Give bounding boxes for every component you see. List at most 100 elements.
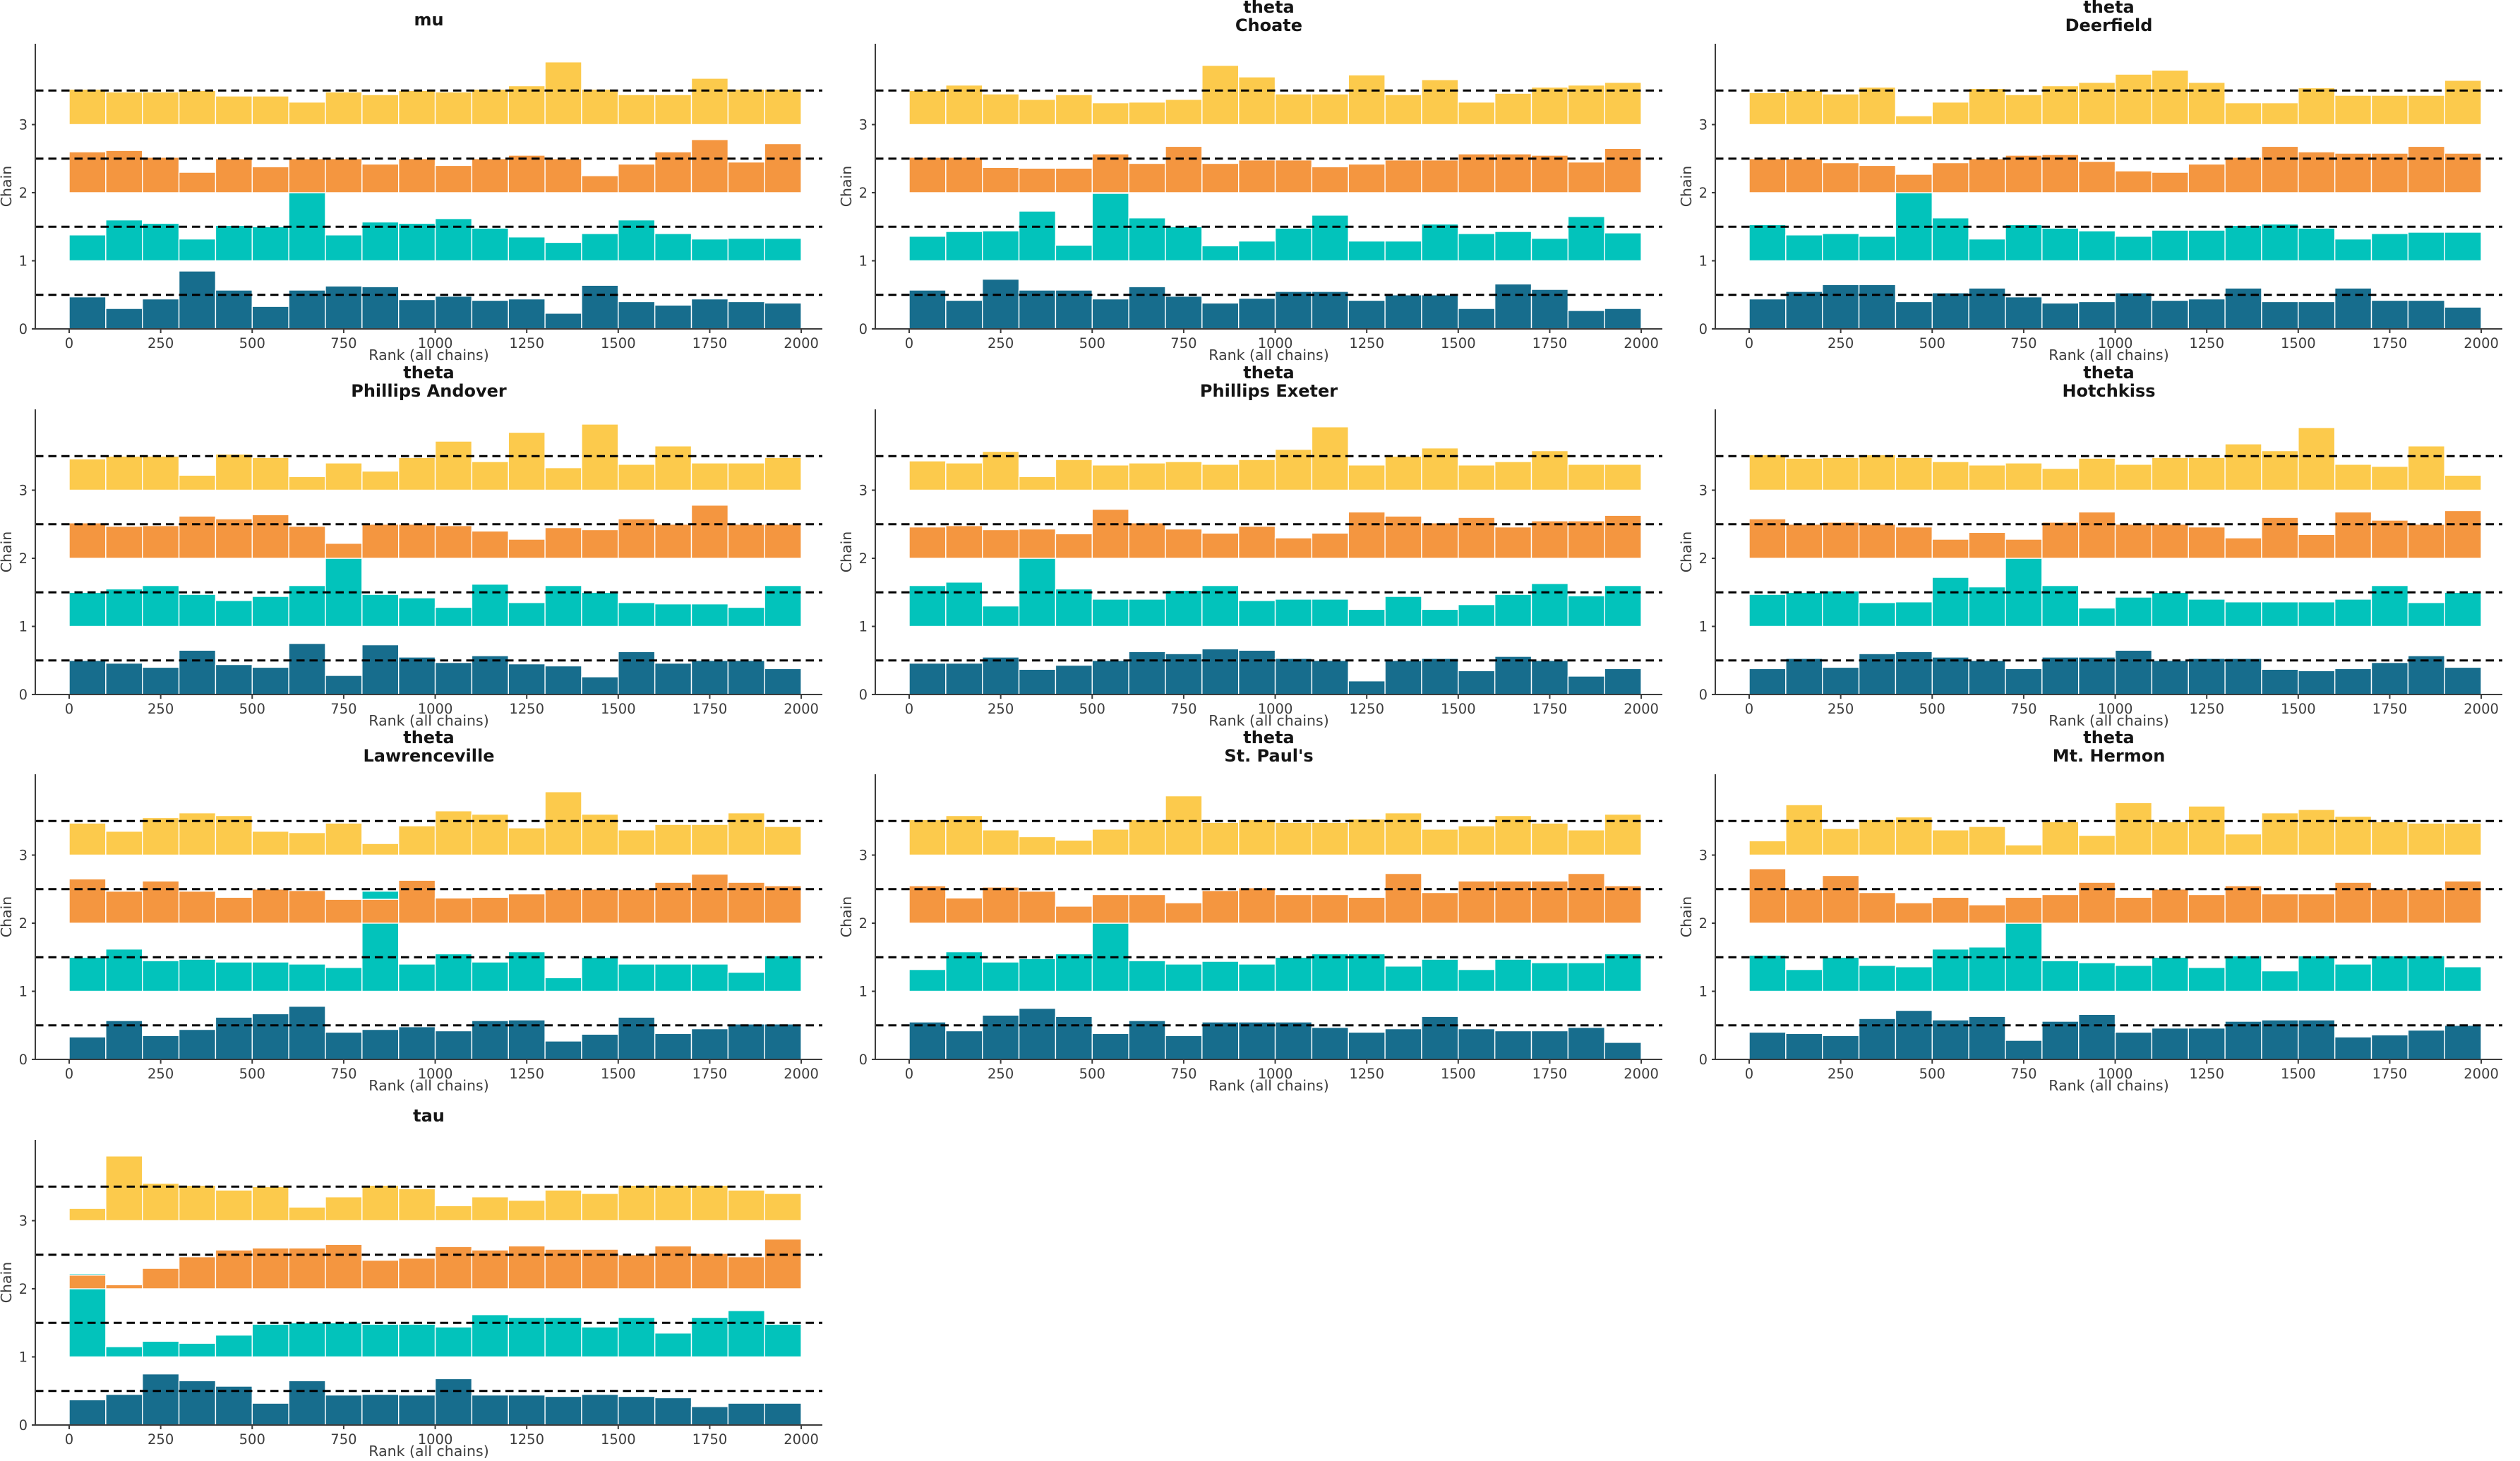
bar — [2005, 296, 2043, 330]
y-tick-label: 3 — [1699, 117, 1708, 133]
bar — [1895, 902, 1933, 924]
bar — [2077, 607, 2116, 627]
bar — [2444, 152, 2482, 193]
bar — [1128, 462, 1166, 491]
bar — [945, 897, 983, 924]
bar — [945, 524, 983, 559]
bar — [288, 192, 326, 262]
bar — [2114, 1031, 2153, 1060]
bar — [2188, 229, 2226, 262]
bar — [508, 1245, 546, 1289]
bar — [1968, 464, 2006, 491]
bar — [397, 523, 436, 559]
bar — [1055, 94, 1093, 126]
bar — [1458, 101, 1496, 126]
bar — [68, 457, 107, 491]
bar — [1567, 84, 1605, 126]
y-tick-label: 2 — [19, 1281, 28, 1297]
bar — [618, 1395, 656, 1426]
bar — [982, 961, 1020, 992]
bar — [2444, 232, 2482, 262]
bar — [1201, 961, 1240, 992]
bar — [1858, 965, 1897, 992]
bars-chain-1 — [908, 648, 1642, 695]
bar — [690, 1184, 729, 1221]
bar — [1128, 894, 1166, 924]
bar — [2188, 598, 2226, 627]
bar — [1311, 598, 1349, 627]
bar — [2224, 601, 2262, 627]
bar — [544, 467, 582, 491]
bar — [1384, 659, 1422, 695]
bar — [2370, 889, 2409, 924]
bar — [1091, 829, 1129, 856]
bar — [251, 306, 289, 330]
panel-title: theta — [2083, 730, 2135, 747]
bar — [2407, 822, 2445, 856]
bar — [361, 1028, 400, 1060]
bars-chain-3 — [68, 504, 802, 559]
bar — [1748, 298, 1787, 330]
bar — [690, 603, 729, 627]
bar — [2444, 80, 2482, 126]
bar — [178, 593, 217, 627]
bar — [654, 1245, 692, 1289]
x-tick-label: 500 — [239, 701, 265, 717]
bars-chain-1 — [68, 642, 802, 695]
bar — [1018, 289, 1057, 330]
bar — [544, 665, 582, 695]
bar — [2151, 591, 2189, 627]
bar — [508, 601, 546, 627]
bar — [68, 1399, 107, 1426]
bar — [2041, 521, 2080, 559]
bar — [1384, 966, 1422, 992]
bar — [1018, 958, 1057, 992]
bar — [1494, 880, 1532, 924]
bar — [544, 61, 582, 126]
bar — [2334, 598, 2372, 627]
bar — [508, 893, 546, 924]
bar — [1421, 447, 1459, 491]
bar — [1567, 675, 1605, 695]
bar — [764, 1402, 802, 1426]
bar — [508, 663, 546, 695]
bar — [1748, 224, 1787, 262]
bar — [654, 963, 692, 992]
bar — [654, 882, 692, 924]
bar — [1567, 463, 1605, 491]
bar — [1567, 161, 1605, 193]
bar — [908, 662, 947, 695]
bar — [1748, 517, 1787, 559]
bar — [544, 889, 582, 924]
bar — [397, 456, 436, 491]
bars-chain-3 — [68, 139, 802, 193]
bar — [215, 517, 253, 559]
bar — [1237, 887, 1276, 924]
bar — [2005, 94, 2043, 126]
bar — [1785, 158, 1823, 193]
bar — [361, 1393, 400, 1426]
bar — [945, 231, 983, 262]
bar — [361, 843, 400, 856]
bar — [471, 530, 509, 559]
bar — [2261, 601, 2299, 627]
bar — [325, 1244, 363, 1289]
bar — [2005, 668, 2043, 695]
bar — [508, 236, 546, 262]
bar — [1165, 460, 1203, 491]
x-tick-label: 250 — [1828, 1066, 1854, 1082]
bar — [654, 304, 692, 330]
bar — [1785, 457, 1823, 491]
bar — [288, 158, 326, 193]
bar — [215, 1016, 253, 1060]
bar — [2370, 299, 2409, 330]
bar — [142, 1035, 180, 1060]
bar — [508, 431, 546, 491]
bar — [2370, 152, 2409, 193]
bar — [654, 233, 692, 262]
bars-chain-4 — [908, 795, 1642, 856]
bar — [251, 1402, 289, 1426]
bar — [251, 1323, 289, 1357]
x-tick-label: 1250 — [2189, 701, 2224, 717]
bar — [1421, 958, 1459, 992]
